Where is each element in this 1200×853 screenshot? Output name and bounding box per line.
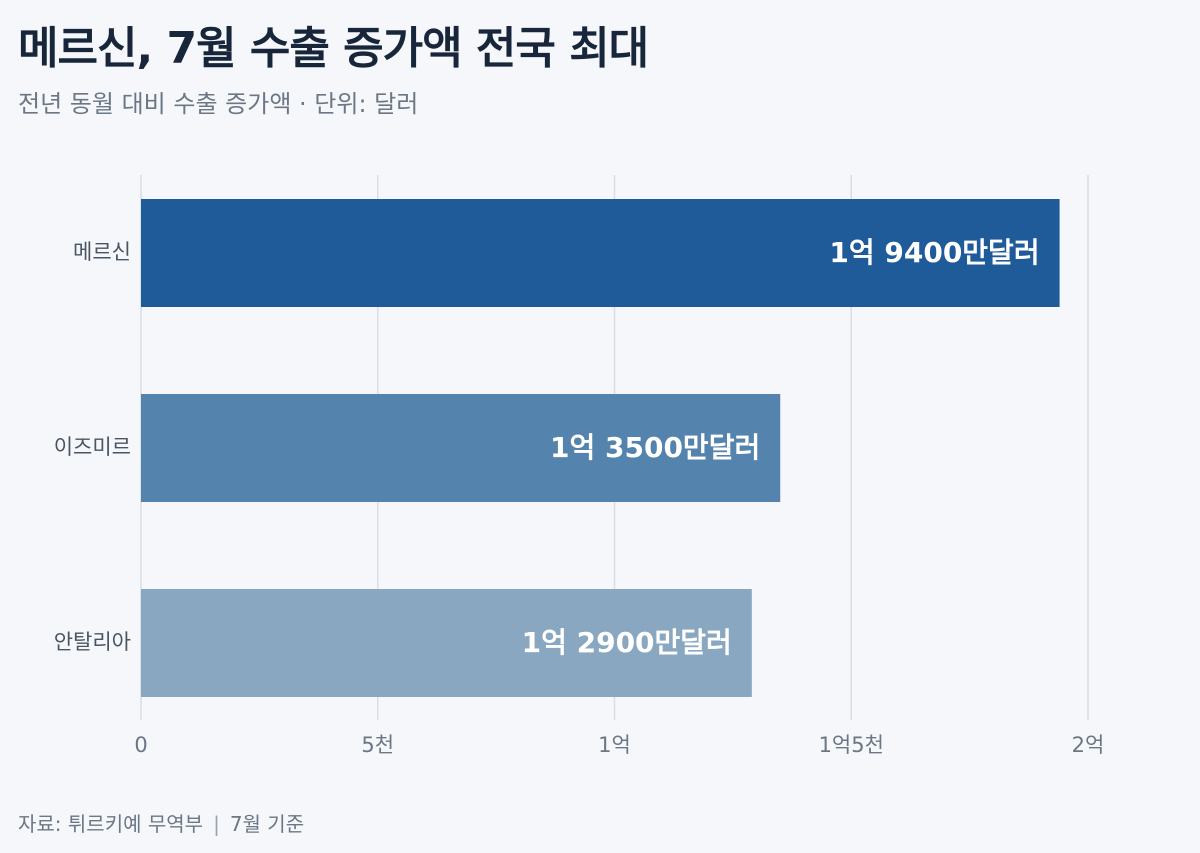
category-label: 메르신 bbox=[73, 240, 131, 264]
x-tick-labels: 0 5천 1억 1억5천 2억 bbox=[134, 733, 1104, 757]
bars bbox=[141, 199, 1060, 697]
category-label: 안탈리아 bbox=[54, 630, 131, 654]
bar bbox=[141, 589, 752, 697]
x-tick-label: 5천 bbox=[361, 733, 394, 757]
category-label: 이즈미르 bbox=[54, 435, 131, 459]
x-tick-label: 2억 bbox=[1072, 733, 1105, 757]
bar-value-label: 1억 2900만달러 bbox=[522, 626, 732, 659]
bar bbox=[141, 394, 781, 502]
source-note: 자료: 튀르키예 무역부 bbox=[18, 812, 204, 836]
bar-value-label: 1억 3500만달러 bbox=[550, 431, 760, 464]
bar-value-label: 1억 9400만달러 bbox=[829, 236, 1039, 269]
footer: 자료: 튀르키예 무역부 | 7월 기준 bbox=[18, 808, 304, 837]
x-tick-label: 1억 bbox=[598, 733, 631, 757]
bar bbox=[141, 199, 1060, 307]
footer-separator: | bbox=[213, 812, 220, 836]
chart-subtitle: 전년 동월 대비 수출 증가액 · 단위: 달러 bbox=[18, 90, 419, 118]
value-labels: 1억 9400만달러 1억 3500만달러 1억 2900만달러 bbox=[522, 236, 1040, 659]
chart-title: 메르신, 7월 수출 증가액 전국 최대 bbox=[18, 23, 649, 74]
x-tick-label: 0 bbox=[134, 733, 147, 757]
x-tick-label: 1억5천 bbox=[819, 733, 884, 757]
date-note: 7월 기준 bbox=[229, 812, 305, 836]
